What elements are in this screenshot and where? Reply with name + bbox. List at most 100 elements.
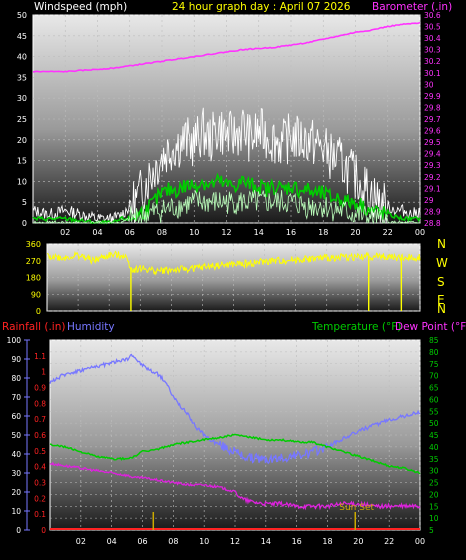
- humidity-x-tick-label: 20: [353, 537, 363, 546]
- humidity-y-tick-label: 60: [11, 412, 21, 421]
- humidity-x-tick-label: 08: [168, 537, 178, 546]
- barometer-axis-label: Barometer (.in): [372, 1, 452, 13]
- humidity-x-tick-label: 00: [415, 537, 425, 546]
- humidity-y-tick-label: 50: [11, 431, 21, 440]
- wind-x-tick-label: 20: [350, 228, 360, 237]
- humidity-y-tick-label: 0: [16, 526, 21, 535]
- humidity-x-tick-label: 14: [261, 537, 271, 546]
- rainfall-y-tick-label: 0.8: [34, 399, 46, 408]
- tick-labels: 0510152025303540455028.828.92929.129.229…: [7, 11, 441, 546]
- rainfall-y-tick-label: 1: [41, 368, 46, 377]
- temperature-y-tick-label: 60: [429, 395, 439, 404]
- rainfall-y-tick-label: 0.5: [34, 447, 46, 456]
- compass-letter-n-bottom: N: [437, 302, 446, 316]
- barometer-y-tick-label: 29.4: [424, 150, 441, 159]
- barometer-y-tick-label: 29.7: [424, 115, 441, 124]
- humidity-y-tick-label: 20: [11, 488, 21, 497]
- wind-y-tick-label: 15: [17, 157, 27, 166]
- rainfall-y-tick-label: 1.1: [34, 352, 46, 361]
- rainfall-y-tick-label: 0.6: [34, 431, 46, 440]
- temperature-axis-label: Temperature (°F): [311, 321, 401, 333]
- rainfall-y-tick-label: 0.2: [34, 494, 46, 503]
- wind-y-tick-label: 40: [17, 53, 27, 62]
- direction-y-tick-label: 270: [26, 257, 41, 266]
- humidity-x-tick-label: 02: [76, 537, 86, 546]
- wind-x-tick-label: 12: [221, 228, 231, 237]
- humidity-x-tick-label: 10: [199, 537, 209, 546]
- barometer-y-tick-label: 29.9: [424, 92, 441, 101]
- wind-x-tick-label: 06: [125, 228, 135, 237]
- humidity-x-tick-label: 06: [137, 537, 147, 546]
- barometer-y-tick-label: 28.9: [424, 207, 441, 216]
- rainfall-y-tick-label: 0.1: [34, 510, 46, 519]
- temperature-y-tick-label: 80: [429, 348, 439, 357]
- barometer-y-tick-label: 29.5: [424, 138, 441, 147]
- barometer-y-tick-label: 30.6: [424, 11, 441, 20]
- temperature-y-tick-label: 15: [429, 502, 439, 511]
- grid-lines: [24, 14, 421, 531]
- temperature-y-tick-label: 75: [429, 360, 439, 369]
- rainfall-y-tick-label: 0.7: [34, 415, 46, 424]
- humidity-x-tick-label: 18: [322, 537, 332, 546]
- humidity-y-tick-label: 30: [11, 469, 21, 478]
- wind-y-tick-label: 20: [17, 136, 27, 145]
- wind-y-tick-label: 35: [17, 73, 27, 82]
- rainfall-y-tick-label: 0.9: [34, 384, 46, 393]
- barometer-y-tick-label: 30.2: [424, 57, 441, 66]
- temperature-y-tick-label: 35: [429, 455, 439, 464]
- barometer-y-tick-label: 29.8: [424, 103, 441, 112]
- wind-x-tick-label: 16: [286, 228, 296, 237]
- windspeed-axis-label: Windspeed (mph): [34, 1, 127, 13]
- barometer-y-tick-label: 29.2: [424, 173, 441, 182]
- chart-title: 24 hour graph day : April 07 2026: [172, 1, 351, 13]
- wind-x-tick-label: 00: [415, 228, 425, 237]
- barometer-y-tick-label: 30: [424, 80, 434, 89]
- humidity-x-tick-label: 16: [292, 537, 302, 546]
- wind-y-tick-label: 50: [17, 11, 27, 20]
- barometer-y-tick-label: 29.1: [424, 184, 441, 193]
- humidity-y-tick-label: 10: [11, 507, 21, 516]
- barometer-y-tick-label: 30.4: [424, 34, 441, 43]
- compass-letter-e: E: [437, 293, 445, 307]
- rainfall-y-tick-label: 0.4: [34, 463, 46, 472]
- wind-direction-series-line: [47, 250, 421, 276]
- wind-y-tick-label: 45: [17, 32, 27, 41]
- direction-y-tick-label: 0: [36, 307, 41, 316]
- wind-y-tick-label: 25: [17, 115, 27, 124]
- humidity-x-tick-label: 22: [384, 537, 394, 546]
- sunset-label: Sun Set: [339, 503, 374, 513]
- barometer-y-tick-label: 30.3: [424, 46, 441, 55]
- temperature-y-tick-label: 65: [429, 384, 439, 393]
- barometer-y-tick-label: 29: [424, 196, 434, 205]
- temperature-y-tick-label: 10: [429, 514, 439, 523]
- humidity-y-tick-label: 80: [11, 374, 21, 383]
- humidity-y-tick-label: 40: [11, 450, 21, 459]
- humidity-y-tick-label: 100: [7, 336, 22, 345]
- temperature-y-tick-label: 85: [429, 336, 439, 345]
- humidity-x-tick-label: 04: [107, 537, 117, 546]
- dewpoint-axis-label: Dew Point (°F): [395, 321, 466, 333]
- wind-y-tick-label: 30: [17, 94, 27, 103]
- wind-x-tick-label: 14: [254, 228, 264, 237]
- wind-x-tick-label: 10: [189, 228, 199, 237]
- humidity-y-tick-label: 90: [11, 355, 21, 364]
- compass-letter-n-top: N: [437, 237, 446, 251]
- wind-x-tick-label: 18: [318, 228, 328, 237]
- wind-x-tick-label: 22: [383, 228, 393, 237]
- temperature-series-line: [49, 433, 421, 475]
- humidity-axis-label: Humidity: [67, 321, 115, 333]
- barometer-y-tick-label: 28.8: [424, 219, 441, 228]
- wind-x-tick-label: 08: [157, 228, 167, 237]
- temperature-y-tick-label: 5: [429, 526, 434, 535]
- temperature-y-tick-label: 50: [429, 419, 439, 428]
- compass-letter-s: S: [437, 275, 445, 289]
- humidity-series-line: [49, 353, 421, 465]
- temperature-y-tick-label: 45: [429, 431, 439, 440]
- direction-y-tick-label: 180: [26, 274, 41, 283]
- compass-letter-w: W: [436, 256, 448, 270]
- wind-y-tick-label: 10: [17, 177, 27, 186]
- temperature-y-tick-label: 70: [429, 372, 439, 381]
- temperature-y-tick-label: 55: [429, 407, 439, 416]
